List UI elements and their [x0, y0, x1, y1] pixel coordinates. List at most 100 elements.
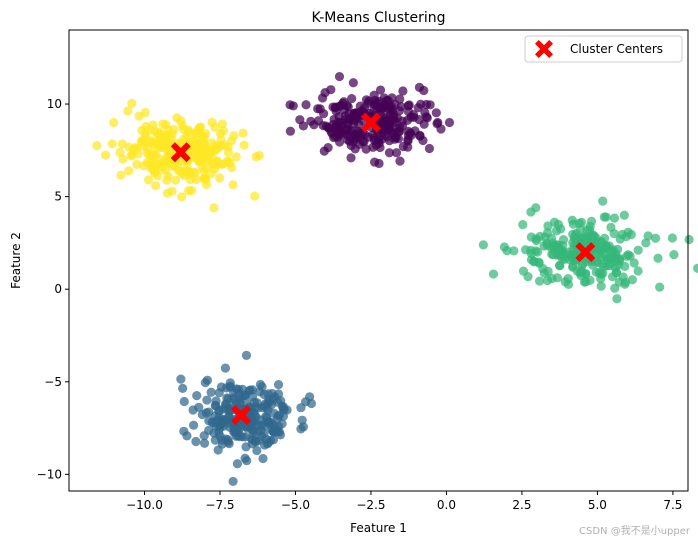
cluster-3-point: [215, 173, 225, 183]
cluster-1-point: [220, 363, 231, 373]
cluster-2-point: [596, 281, 606, 291]
cluster-0-point: [369, 90, 379, 100]
cluster-0-point: [395, 156, 405, 166]
cluster-2-point: [585, 275, 595, 286]
watermark: CSDN @我不是小upper: [579, 526, 690, 537]
cluster-1-point: [202, 395, 212, 405]
cluster-2-point: [580, 231, 590, 242]
x-tick-label: −2.5: [356, 498, 385, 512]
cluster-0-point: [433, 117, 443, 128]
cluster-3-point: [199, 166, 209, 176]
cluster-0-point: [395, 123, 405, 133]
cluster-1-point: [182, 431, 192, 441]
cluster-1-point: [258, 453, 268, 464]
cluster-2-point: [594, 267, 604, 278]
cluster-2-point: [586, 216, 597, 226]
cluster-2-point: [611, 268, 621, 278]
cluster-3-point: [139, 161, 149, 171]
cluster-0-point: [288, 101, 298, 111]
cluster-3-point: [92, 140, 102, 151]
cluster-1-point: [255, 387, 265, 397]
chart-title: K-Means Clustering: [312, 10, 446, 26]
cluster-0-point: [339, 97, 349, 107]
cluster-1-point: [178, 383, 188, 393]
cluster-0-point: [372, 98, 382, 108]
cluster-3-point: [163, 171, 173, 181]
cluster-0-point: [341, 114, 351, 125]
cluster-0-point: [363, 98, 373, 108]
cluster-3-point: [254, 150, 264, 161]
cluster-3-point: [177, 192, 187, 202]
cluster-2-point: [650, 233, 661, 243]
cluster-2-point: [543, 221, 553, 231]
cluster-1-point: [204, 407, 214, 417]
cluster-1-point: [296, 424, 306, 434]
cluster-2-point: [591, 248, 601, 258]
cluster-3-point: [132, 159, 142, 169]
cluster-0-point: [393, 134, 404, 144]
cluster-2-point: [610, 283, 620, 293]
cluster-3-point: [155, 136, 166, 146]
cluster-0-point: [330, 131, 340, 141]
cluster-0-point: [444, 117, 455, 128]
cluster-0-point: [319, 146, 329, 156]
cluster-2-point: [601, 212, 611, 222]
cluster-1-point: [192, 391, 202, 401]
cluster-1-point: [269, 422, 279, 432]
cluster-0-point: [350, 130, 361, 140]
cluster-center-2: [575, 242, 596, 263]
cluster-0-point: [389, 111, 399, 122]
cluster-1-point: [200, 378, 210, 388]
cluster-2-point: [563, 274, 573, 284]
cluster-3-point: [206, 148, 216, 158]
cluster-1-point: [210, 400, 220, 411]
cluster-1-point: [206, 387, 216, 397]
cluster-2-point: [588, 260, 598, 270]
cluster-0-point: [298, 121, 308, 131]
cluster-2-point: [633, 266, 643, 276]
cluster-2-point: [568, 237, 578, 248]
cluster-1-point: [225, 378, 235, 388]
cluster-1-point: [237, 384, 248, 394]
cluster-0-point: [348, 78, 358, 88]
cluster-0-point: [361, 144, 371, 154]
cluster-1-point: [228, 476, 238, 487]
cluster-3-point: [143, 175, 154, 185]
cluster-3-point: [151, 181, 161, 191]
cluster-0-point: [431, 108, 441, 118]
cluster-3-point: [239, 140, 249, 150]
cluster-1-point: [259, 440, 270, 450]
cluster-3-point: [216, 135, 226, 145]
cluster-2-point: [643, 231, 653, 241]
cluster-2-point: [499, 242, 509, 252]
cluster-3-point: [137, 135, 147, 146]
cluster-2-point: [535, 276, 545, 286]
cluster-0-point: [408, 110, 419, 120]
cluster-1-point: [232, 459, 243, 469]
cluster-2-point: [620, 261, 630, 271]
cluster-3-point: [124, 166, 134, 176]
cluster-2-point: [531, 235, 542, 246]
cluster-2-point: [518, 219, 528, 230]
cluster-2-point: [684, 234, 694, 245]
cluster-0-point: [285, 126, 296, 136]
cluster-2-point: [556, 224, 566, 234]
cluster-2-point: [609, 228, 619, 239]
cluster-2-point: [531, 203, 541, 213]
cluster-0-point: [369, 135, 380, 146]
cluster-3-point: [223, 142, 233, 152]
cluster-3-point: [172, 113, 182, 123]
cluster-3-point: [199, 174, 209, 184]
cluster-0-point: [403, 130, 414, 140]
legend: Cluster Centers: [524, 35, 683, 63]
cluster-0-point: [384, 148, 395, 158]
cluster-3-point: [127, 98, 137, 108]
x-tick-label: 2.5: [512, 498, 531, 512]
cluster-3-point: [117, 139, 127, 149]
cluster-0-point: [398, 86, 408, 96]
cluster-2-point: [576, 271, 586, 281]
legend-box: [524, 35, 683, 63]
cluster-2-point: [523, 272, 533, 282]
legend-x-marker: [535, 40, 553, 58]
cluster-2-point: [693, 263, 698, 273]
